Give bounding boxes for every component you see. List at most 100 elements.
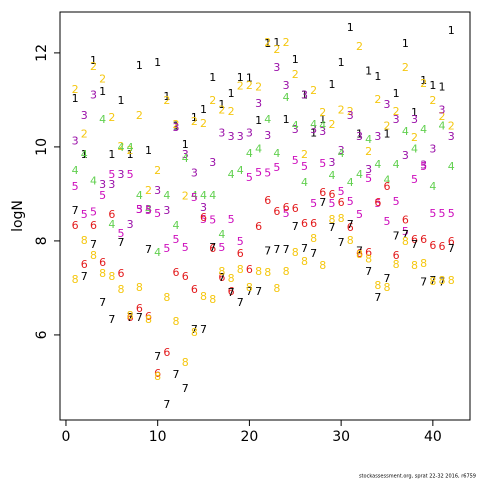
point-label: 8 — [136, 281, 143, 294]
point-label: 3 — [136, 203, 143, 216]
footer: stockassessment.org, sprat 22-32 2016, r… — [359, 474, 476, 480]
point-label: 2 — [136, 109, 143, 122]
point-label: 3 — [328, 156, 335, 169]
point-label: 4 — [117, 141, 124, 154]
x-tick-label: 20 — [240, 429, 258, 445]
point-label: 4 — [411, 143, 418, 156]
point-label: 3 — [72, 135, 79, 148]
point-label: 8 — [237, 263, 244, 276]
point-label: 1 — [338, 56, 345, 69]
point-label: 5 — [439, 207, 446, 220]
point-label: 5 — [136, 203, 143, 216]
point-label: 4 — [310, 118, 317, 131]
point-label: 1 — [127, 148, 134, 161]
point-label: 4 — [163, 189, 170, 202]
point-label: 4 — [136, 189, 143, 202]
point-label: 2 — [145, 184, 152, 197]
point-label: 7 — [310, 247, 317, 260]
point-label: 6 — [90, 219, 97, 232]
point-label: 8 — [228, 272, 235, 285]
point-label: 2 — [429, 94, 436, 107]
y-tick-label: 12 — [34, 44, 50, 62]
point-label: 6 — [273, 205, 280, 218]
point-label: 2 — [81, 128, 88, 141]
point-label: 2 — [328, 118, 335, 131]
point-label: 6 — [328, 188, 335, 201]
point-label: 3 — [163, 204, 170, 217]
point-label: 7 — [264, 245, 271, 258]
point-label: 7 — [182, 382, 189, 395]
point-label: 5 — [429, 207, 436, 220]
point-label: 4 — [264, 113, 271, 126]
point-label: 4 — [393, 158, 400, 171]
point-label: 2 — [356, 40, 363, 53]
point-label: 8 — [319, 259, 326, 272]
point-label: 8 — [108, 270, 115, 283]
point-label: 4 — [218, 228, 225, 241]
point-label: 6 — [301, 217, 308, 230]
point-label: 3 — [218, 127, 225, 140]
point-label: 5 — [393, 195, 400, 208]
point-label: 4 — [173, 219, 180, 232]
point-label: 3 — [429, 143, 436, 156]
point-label: 1 — [273, 36, 280, 49]
point-label: 5 — [108, 168, 115, 181]
point-label: 8 — [402, 235, 409, 248]
point-label: 2 — [99, 73, 106, 86]
point-label: 7 — [72, 204, 79, 217]
point-label: 4 — [108, 218, 115, 231]
point-label: 5 — [310, 197, 317, 210]
point-label: 2 — [163, 94, 170, 107]
x-tick-label: 0 — [62, 429, 71, 445]
point-label: 1 — [374, 70, 381, 83]
point-label: 3 — [383, 98, 390, 111]
point-label: 2 — [393, 105, 400, 118]
point-label: 6 — [402, 214, 409, 227]
point-label: 7 — [255, 285, 262, 298]
point-label: 5 — [319, 157, 326, 170]
point-label: 8 — [383, 281, 390, 294]
point-label: 5 — [328, 197, 335, 210]
point-label: 3 — [273, 61, 280, 74]
point-label: 1 — [347, 21, 354, 34]
point-label: 6 — [365, 246, 372, 259]
point-label: 3 — [365, 163, 372, 176]
point-label: 1 — [356, 128, 363, 141]
point-label: 7 — [402, 228, 409, 241]
point-label: 1 — [383, 128, 390, 141]
point-label: 8 — [90, 249, 97, 262]
point-label: 8 — [301, 255, 308, 268]
point-label: 2 — [365, 145, 372, 158]
point-label: 4 — [292, 119, 299, 132]
point-label: 2 — [255, 81, 262, 94]
point-label: 1 — [328, 78, 335, 91]
point-label: 1 — [117, 94, 124, 107]
point-label: 7 — [228, 286, 235, 299]
point-label: 6 — [127, 311, 134, 324]
point-label: 1 — [402, 37, 409, 50]
point-label: 8 — [173, 315, 180, 328]
point-label: 4 — [72, 164, 79, 177]
point-label: 1 — [163, 90, 170, 103]
point-label: 1 — [365, 65, 372, 78]
point-label: 1 — [264, 37, 271, 50]
point-label: 8 — [209, 293, 216, 306]
point-label: 2 — [117, 140, 124, 153]
point-label: 3 — [117, 168, 124, 181]
point-label: 2 — [154, 164, 161, 177]
point-label: 3 — [191, 167, 198, 180]
point-label: 8 — [273, 282, 280, 295]
point-label: 7 — [209, 241, 216, 254]
point-label: 5 — [127, 168, 134, 181]
point-label: 2 — [292, 68, 299, 81]
point-label: 3 — [237, 130, 244, 143]
point-label: 7 — [374, 291, 381, 304]
point-label: 1 — [283, 113, 290, 126]
point-label: 7 — [420, 276, 427, 289]
point-label: 7 — [163, 398, 170, 411]
point-label: 5 — [246, 171, 253, 184]
point-label: 2 — [283, 36, 290, 49]
point-label: 5 — [90, 206, 97, 219]
point-label: 6 — [237, 247, 244, 260]
point-label: 1 — [420, 74, 427, 87]
